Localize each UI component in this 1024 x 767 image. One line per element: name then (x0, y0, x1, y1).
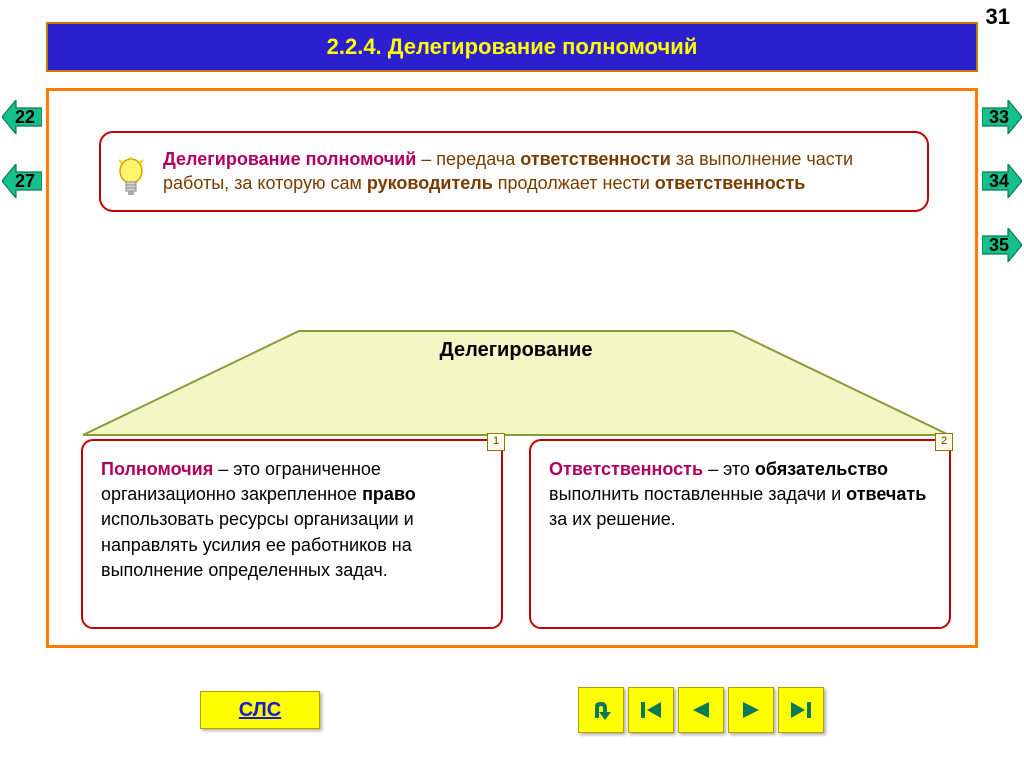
bottom-nav: СЛС (0, 683, 1024, 737)
definition-bold: ответственность (655, 173, 806, 193)
nav-first-button[interactable] (628, 687, 674, 733)
column-text: – это (703, 459, 755, 479)
definition-box: Делегирование полномочий – передача отве… (99, 131, 929, 212)
column-term: Полномочия (101, 459, 213, 479)
column-badge: 2 (935, 433, 953, 451)
trapezoid-label: Делегирование (81, 339, 951, 362)
nav-link-22[interactable]: 22 (2, 100, 42, 134)
column-badge: 1 (487, 433, 505, 451)
definition-bold: руководитель (367, 173, 493, 193)
definition-text: продолжает нести (493, 173, 655, 193)
columns-container: 1 Полномочия – это ограниченное организа… (81, 439, 951, 629)
nav-link-34[interactable]: 34 (982, 164, 1022, 198)
nav-next-button[interactable] (728, 687, 774, 733)
trapezoid-header: Делегирование (81, 327, 951, 437)
nav-label: 22 (2, 100, 42, 134)
column-bold: право (362, 484, 416, 504)
column-box-2: 2 Ответственность – это обязательство вы… (529, 439, 951, 629)
column-text: за их решение. (549, 509, 676, 529)
nav-cluster (578, 687, 824, 733)
definition-bold: ответственности (520, 149, 671, 169)
nav-label: 35 (982, 228, 1022, 262)
definition-term: Делегирование полномочий (163, 149, 416, 169)
nav-label: 27 (2, 164, 42, 198)
nav-return-button[interactable] (578, 687, 624, 733)
nav-link-35[interactable]: 35 (982, 228, 1022, 262)
nav-label: 33 (982, 100, 1022, 134)
column-box-1: 1 Полномочия – это ограниченное организа… (81, 439, 503, 629)
page-number: 31 (986, 4, 1010, 30)
nav-last-button[interactable] (778, 687, 824, 733)
sls-button[interactable]: СЛС (200, 691, 320, 729)
lightbulb-icon (115, 157, 147, 199)
column-bold: обязательство (755, 459, 888, 479)
nav-link-33[interactable]: 33 (982, 100, 1022, 134)
slide-title: 2.2.4. Делегирование полномочий (46, 22, 978, 72)
column-term: Ответственность (549, 459, 703, 479)
content-frame: Делегирование полномочий – передача отве… (46, 88, 978, 648)
nav-label: 34 (982, 164, 1022, 198)
definition-text: – передача (416, 149, 520, 169)
column-bold: отвечать (846, 484, 926, 504)
nav-prev-button[interactable] (678, 687, 724, 733)
column-text: выполнить поставленные задачи и (549, 484, 846, 504)
nav-link-27[interactable]: 27 (2, 164, 42, 198)
column-text: использовать ресурсы организации и напра… (101, 509, 414, 579)
